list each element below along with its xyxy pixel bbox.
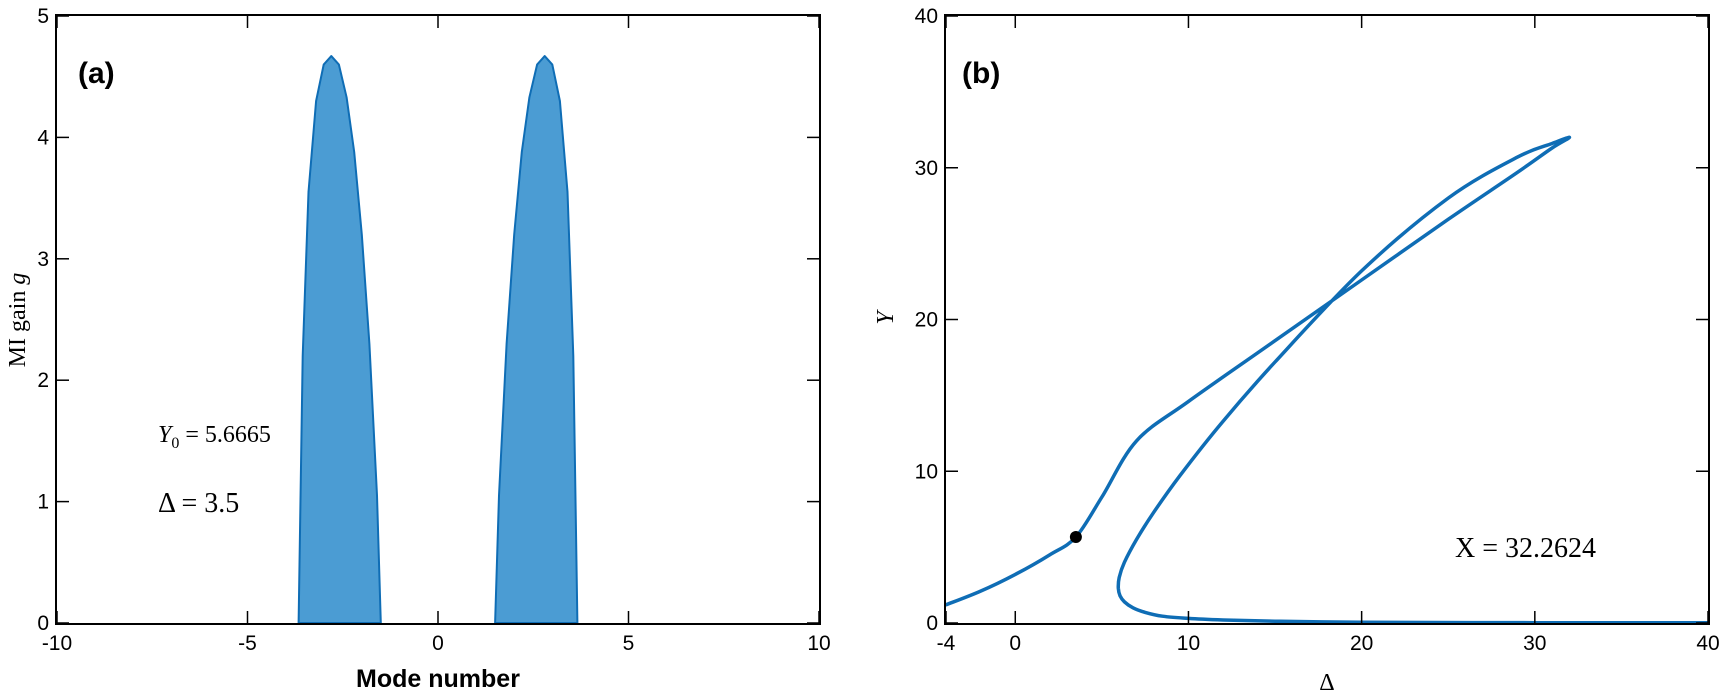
mi-gain-lobe-2 (494, 55, 579, 624)
lobe-fills (297, 55, 579, 624)
y-axis-label-a: MI gain g (5, 273, 31, 368)
a-xtick-label: -10 (42, 632, 72, 655)
b-xtick-label: 10 (1177, 632, 1200, 655)
annotation-delta-a: Δ = 3.5 (158, 488, 239, 519)
b-ytick-label: 30 (915, 157, 938, 180)
a-ytick-label: 1 (37, 491, 49, 514)
a-ytick-label: 0 (37, 612, 49, 635)
a-xtick-label: 0 (432, 632, 444, 655)
panel-label-b: (b) (962, 57, 1000, 90)
ticks-a: -10 -5 0 5 10 0 1 2 3 4 5 (37, 5, 830, 655)
b-xtick-label: 30 (1523, 632, 1546, 655)
y-axis-label-b: Y (873, 309, 899, 325)
y-axis-label-a-var: g (5, 273, 31, 285)
annotation-y0: Y0 = 5.6665 (158, 422, 271, 452)
panel-a: -10 -5 0 5 10 0 1 2 3 4 5 (a) Mode number MI gain … (5, 5, 831, 692)
b-xtick-label: 40 (1696, 632, 1719, 655)
a-ytick-label: 2 (37, 369, 49, 392)
curve-group (944, 135, 1710, 625)
operating-point-marker (1069, 531, 1082, 544)
y-axis-label-a-main: MI gain (5, 291, 31, 368)
x-axis-label-a: Mode number (356, 665, 520, 692)
b-ytick-label: 10 (915, 460, 938, 483)
a-ytick-label: 5 (37, 5, 49, 28)
annotation-y0-val: = 5.6665 (179, 422, 271, 448)
a-xtick-label: -5 (238, 632, 257, 655)
bistability-curve (944, 135, 1710, 625)
b-ytick-label: 20 (915, 309, 938, 332)
b-ytick-label: 40 (915, 5, 938, 28)
x-axis-label-b: Δ (1319, 670, 1334, 692)
b-ytick-label: 0 (926, 612, 938, 635)
a-xtick-label: 10 (807, 632, 830, 655)
a-xtick-label: 5 (623, 632, 635, 655)
mi-gain-lobe-1 (297, 55, 382, 624)
b-xtick-label: 20 (1350, 632, 1373, 655)
annotation-x: X = 32.2624 (1455, 533, 1596, 564)
a-ytick-label: 3 (37, 248, 49, 271)
b-xtick-label: 0 (1009, 632, 1021, 655)
annotation-y0-sym: Y (158, 422, 174, 448)
axes-box-b (944, 14, 1710, 625)
a-ytick-label: 4 (37, 126, 49, 149)
panel-label-a: (a) (78, 57, 115, 90)
b-xtick-label: -4 (937, 632, 956, 655)
axes-box-a (55, 14, 821, 625)
annotation-y0-sub: 0 (171, 435, 179, 452)
